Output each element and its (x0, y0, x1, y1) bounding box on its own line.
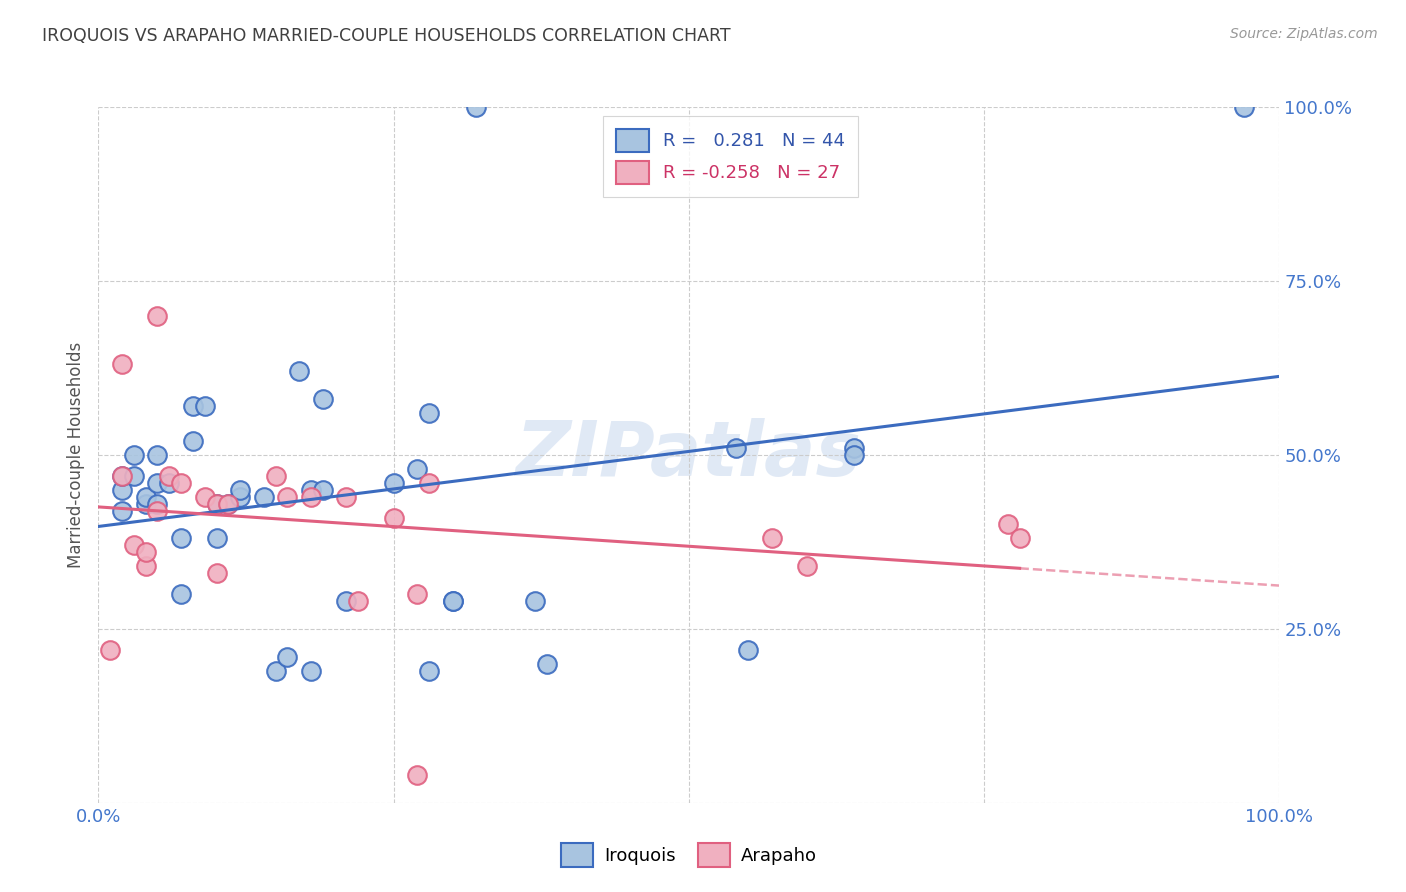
Point (194, 399, 217, 413)
Point (737, 642, 759, 657)
Point (335, 490, 357, 504)
Point (135, 559, 157, 574)
Point (299, 664, 322, 678)
Point (1233, 100, 1256, 114)
Point (98, 642, 121, 657)
Point (418, 475, 440, 490)
Point (382, 475, 405, 490)
Point (111, 483, 134, 497)
Point (465, 100, 488, 114)
Point (761, 532, 783, 546)
Point (205, 497, 228, 511)
Point (299, 483, 322, 497)
Point (418, 406, 440, 420)
Point (536, 657, 558, 671)
Y-axis label: Married-couple Households: Married-couple Households (66, 342, 84, 568)
Point (229, 483, 252, 497)
Point (288, 364, 311, 378)
Text: ZIPatlas: ZIPatlas (516, 418, 862, 491)
Point (205, 497, 228, 511)
Point (844, 448, 866, 462)
Point (135, 497, 157, 511)
Point (264, 664, 287, 678)
Point (253, 490, 276, 504)
Point (170, 587, 193, 601)
Point (135, 545, 157, 559)
Point (264, 468, 287, 483)
Point (135, 490, 157, 504)
Point (406, 462, 429, 476)
Point (796, 559, 818, 574)
Point (1008, 532, 1031, 546)
Point (276, 649, 298, 664)
Point (146, 309, 169, 323)
Point (406, 587, 429, 601)
Point (725, 441, 748, 455)
Point (299, 490, 322, 504)
Point (111, 358, 134, 372)
Point (997, 517, 1019, 532)
Point (111, 468, 134, 483)
Point (335, 594, 357, 608)
Legend: Iroquois, Arapaho: Iroquois, Arapaho (554, 836, 824, 874)
Point (181, 434, 204, 448)
Point (205, 566, 228, 581)
Point (122, 468, 145, 483)
Point (229, 490, 252, 504)
Point (276, 490, 298, 504)
Point (194, 490, 217, 504)
Point (111, 468, 134, 483)
Point (524, 594, 547, 608)
Point (146, 503, 169, 517)
Point (205, 532, 228, 546)
Text: Source: ZipAtlas.com: Source: ZipAtlas.com (1230, 27, 1378, 41)
Point (157, 468, 180, 483)
Text: IROQUOIS VS ARAPAHO MARRIED-COUPLE HOUSEHOLDS CORRELATION CHART: IROQUOIS VS ARAPAHO MARRIED-COUPLE HOUSE… (42, 27, 731, 45)
Point (111, 503, 134, 517)
Point (844, 441, 866, 455)
Point (418, 664, 440, 678)
Point (347, 594, 370, 608)
Point (441, 594, 464, 608)
Point (170, 532, 193, 546)
Point (122, 538, 145, 552)
Point (217, 497, 239, 511)
Point (312, 392, 335, 407)
Point (157, 475, 180, 490)
Point (146, 475, 169, 490)
Point (312, 483, 335, 497)
Point (382, 510, 405, 524)
Point (146, 448, 169, 462)
Point (441, 594, 464, 608)
Point (146, 497, 169, 511)
Point (181, 399, 204, 413)
Point (406, 768, 429, 782)
Point (170, 475, 193, 490)
Point (122, 448, 145, 462)
Point (217, 497, 239, 511)
